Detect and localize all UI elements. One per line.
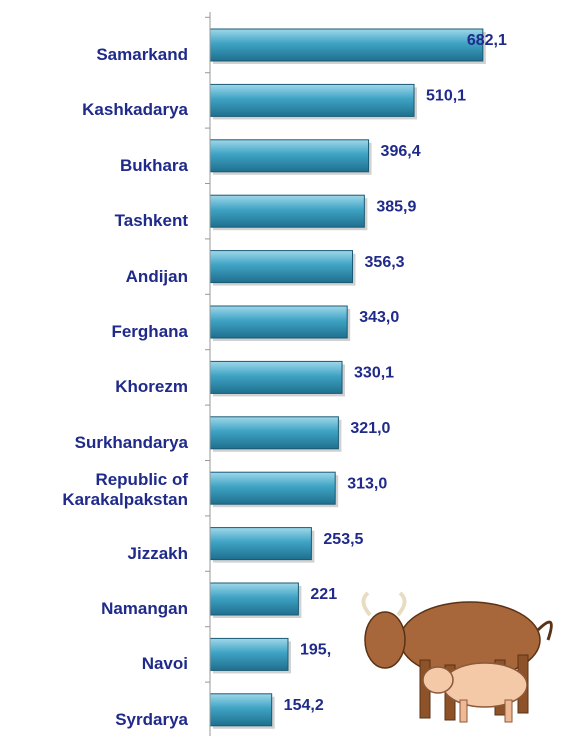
value-label: 356,3 bbox=[365, 254, 405, 271]
bar bbox=[209, 360, 343, 394]
category-label: Kashkadarya bbox=[82, 100, 188, 120]
value-label: 321,0 bbox=[350, 420, 390, 437]
value-label: 510,1 bbox=[426, 88, 466, 105]
bar bbox=[209, 305, 348, 339]
category-label: Navoi bbox=[141, 654, 188, 674]
category-label: Surkhandarya bbox=[74, 432, 188, 452]
category-label: Namangan bbox=[101, 599, 188, 618]
bar bbox=[209, 28, 484, 62]
bar bbox=[209, 250, 354, 284]
category-label: Tashkent bbox=[114, 211, 188, 231]
category-label: Samarkand bbox=[96, 45, 188, 64]
value-label: 682,1 bbox=[467, 32, 507, 49]
value-label: 195, bbox=[300, 642, 331, 659]
value-label: 313,0 bbox=[347, 475, 387, 492]
bar bbox=[209, 582, 299, 616]
category-label: Republic of Karakalpakstan bbox=[62, 470, 188, 510]
category-label: Bukhara bbox=[119, 155, 188, 175]
category-label: Jizzakh bbox=[127, 543, 188, 563]
value-label: 343,0 bbox=[359, 309, 399, 326]
bar bbox=[209, 83, 415, 117]
category-label: Andijan bbox=[125, 266, 188, 286]
value-label: 154,2 bbox=[284, 697, 324, 714]
category-label: Syrdarya bbox=[115, 709, 188, 729]
bar bbox=[209, 693, 273, 727]
category-label: Khorezm bbox=[115, 377, 188, 397]
bar bbox=[209, 471, 336, 505]
value-label: 385,9 bbox=[376, 198, 416, 215]
value-label: 330,1 bbox=[354, 365, 394, 382]
bar bbox=[209, 194, 365, 228]
category-label: Ferghana bbox=[111, 322, 188, 341]
value-label: 396,4 bbox=[381, 143, 421, 160]
bars bbox=[209, 28, 486, 729]
bar bbox=[209, 139, 370, 173]
value-label: 253,5 bbox=[323, 531, 363, 548]
bar bbox=[209, 637, 289, 671]
decoration-animals bbox=[361, 591, 553, 723]
value-label: 221 bbox=[310, 586, 337, 603]
bar bbox=[209, 416, 339, 450]
bar bbox=[209, 527, 312, 561]
